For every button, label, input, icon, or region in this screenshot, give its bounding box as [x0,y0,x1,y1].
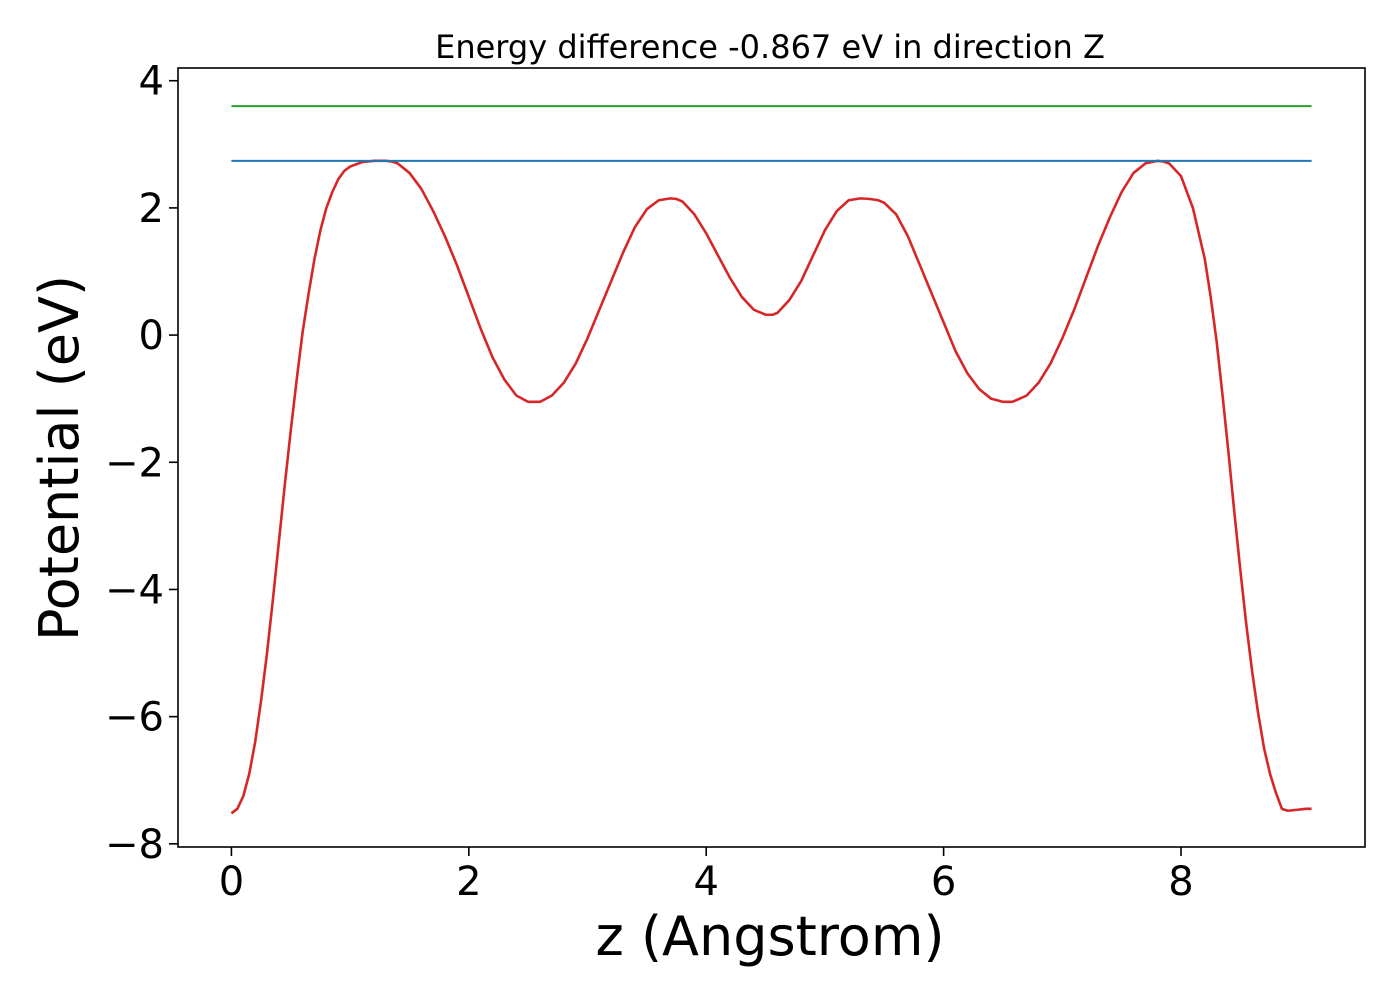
x-tick-label: 0 [219,859,244,905]
x-tick-label: 4 [693,859,718,905]
x-tick-label: 8 [1168,859,1193,905]
plot-frame [177,67,1366,848]
y-tick-label: −6 [105,695,164,741]
x-axis-ticks: 0 2 4 6 8 [219,847,1194,905]
x-tick-label: 2 [456,859,481,905]
y-axis-ticks: −8 −6 −4 −2 0 2 4 [105,59,178,868]
y-axis-label: Potential (eV) [28,275,91,641]
x-tick-label: 6 [931,859,956,905]
y-tick-label: −2 [105,440,164,486]
y-tick-label: −8 [105,822,164,868]
x-axis-label: z (Angstrom) [595,905,944,968]
y-tick-label: −4 [105,567,164,613]
y-tick-label: 2 [139,186,164,232]
series-layer [230,105,1312,815]
chart-title: Energy difference -0.867 eV in direction… [435,28,1105,66]
series-line-0 [230,159,1312,815]
y-tick-label: 0 [139,313,164,359]
y-tick-label: 4 [139,59,164,105]
